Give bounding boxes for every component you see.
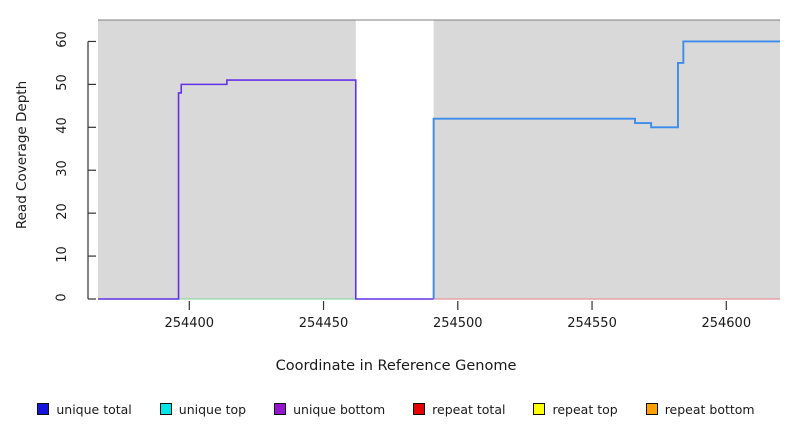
x-axis-title: Coordinate in Reference Genome [0, 358, 792, 374]
series-line-unique-total [432, 40, 780, 299]
legend-item-label: repeat top [552, 401, 618, 417]
x-axis-tick-label: 254450 [298, 316, 349, 331]
legend-swatch-icon [159, 403, 172, 415]
legend-swatch-icon [533, 403, 546, 415]
x-axis-tick-label: 254400 [164, 316, 215, 331]
legend-item[interactable]: repeat top [533, 401, 618, 417]
legend-item-label: repeat bottom [664, 401, 755, 417]
legend-item-label: repeat total [432, 401, 506, 417]
shaded-region [98, 20, 356, 299]
chart-legend: unique total unique top unique bottom repea… [0, 398, 792, 420]
legend-swatch-icon [413, 403, 426, 415]
legend-item-label: unique bottom [293, 401, 386, 417]
legend-item[interactable]: unique top [159, 401, 247, 417]
legend-swatch-icon [645, 403, 658, 415]
series-line-unique-bottom [98, 79, 434, 300]
legend-item[interactable]: repeat bottom [645, 401, 755, 417]
legend-item-label: unique total [56, 401, 132, 417]
legend-item[interactable]: repeat total [413, 402, 505, 417]
legend-item[interactable]: unique bottom [274, 402, 385, 417]
x-axis-tick-label: 254500 [432, 316, 483, 331]
x-axis-tick-label: 254550 [567, 316, 617, 331]
x-axis-title-text: Coordinate in Reference Genome [275, 358, 517, 374]
x-axis-tick-label: 254600 [701, 316, 752, 331]
legend-swatch-icon [274, 403, 287, 415]
legend-item-label: unique top [178, 401, 247, 417]
legend-item[interactable]: unique total [37, 401, 132, 417]
legend-swatch-icon [37, 403, 50, 415]
shaded-region [433, 20, 780, 299]
